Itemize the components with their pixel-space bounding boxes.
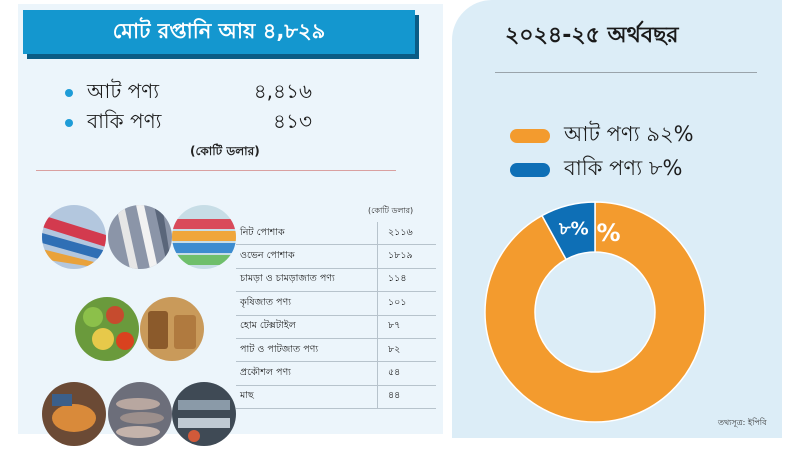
product-value: ৮৭ [388,320,401,332]
product-name: নিট পোশাক [236,222,378,245]
product-name: প্রকৌশল পণ্য [236,362,378,385]
table-row: নিট পোশাক ২১১৬ [236,222,436,246]
table-row: হোম টেক্সটাইল ৮৭ [236,315,436,339]
summary-row-eight-products: আট পণ্য ৪,৪১৬ [65,77,312,109]
legend-label: বাকি পণ্য ৮% [564,156,683,180]
knitwear-photo [42,205,106,269]
fish-photo [108,382,172,446]
divider [36,170,396,171]
summary-row-other-products: বাকি পণ্য ৪১৩ [65,107,312,139]
product-name: চামড়া ও চামড়াজাত পণ্য [236,268,378,292]
table-row: ওভেন পোশাক ১৮১৯ [236,245,436,269]
summary-unit: (কোটি ডলার) [190,144,260,158]
product-value: ৮২ [388,343,401,355]
legend-swatch-orange [510,128,550,143]
jute-products-photo [140,297,204,361]
product-name: পাট ও পাটজাত পণ্য [236,338,378,362]
divider [495,72,757,73]
product-value: ৫৪ [388,367,401,379]
source-note: তথ্যসূত্র: ইপিবি [718,418,767,427]
donut-data-label-1: ৮% [558,219,589,240]
donut-slice-0 [484,201,706,423]
total-export-title: মোট রপ্তানি আয় ৪,৮২৯ [23,10,415,54]
fiscal-year-title: ২০২৪-২৫ অর্থবছর [505,23,679,48]
engineering-products-photo [172,382,236,446]
woven-garment-photo [108,205,172,269]
product-name: মাছ [236,385,378,409]
table-row: পাট ও পাটজাত পণ্য ৮২ [236,338,436,363]
summary-value: ৪,৪১৬ [253,78,312,103]
table-unit: (কোটি ডলার) [368,206,414,215]
summary-value: ৪১৩ [273,108,312,133]
summary-label: আট পণ্য [87,78,160,103]
product-value: ১১৪ [388,273,407,285]
legend-swatch-blue [510,162,550,177]
bullet-icon [65,89,73,97]
agricultural-produce-photo [75,297,139,361]
table-row: প্রকৌশল পণ্য ৫৪ [236,362,436,386]
product-value: ২১১৬ [388,226,413,238]
product-table: নিট পোশাক ২১১৬ ওভেন পোশাক ১৮১৯ চামড়া ও চামড… [236,222,436,410]
table-row: কৃষিজাত পণ্য ১০১ [236,292,436,316]
table-row: চামড়া ও চামড়াজাত পণ্য ১১৪ [236,268,436,293]
leather-goods-photo [42,382,106,446]
product-name: কৃষিজাত পণ্য [236,292,378,315]
legend-item-other-products: বাকি পণ্য ৮% [510,152,682,187]
bullet-icon [65,119,73,127]
product-value: ১৮১৯ [388,250,413,262]
product-name: হোম টেক্সটাইল [236,315,378,338]
donut-chart: ৯২%৮% [484,201,706,423]
product-value: ৪৪ [388,390,401,402]
product-value: ১০১ [388,296,407,308]
table-row: মাছ ৪৪ [236,385,436,410]
textile-stack-photo [172,205,236,269]
summary-label: বাকি পণ্য [87,108,162,133]
donut-slice-1 [540,201,596,261]
legend-label: আট পণ্য ৯২% [564,122,694,146]
legend-item-eight-products: আট পণ্য ৯২% [510,118,694,153]
product-name: ওভেন পোশাক [236,245,378,268]
